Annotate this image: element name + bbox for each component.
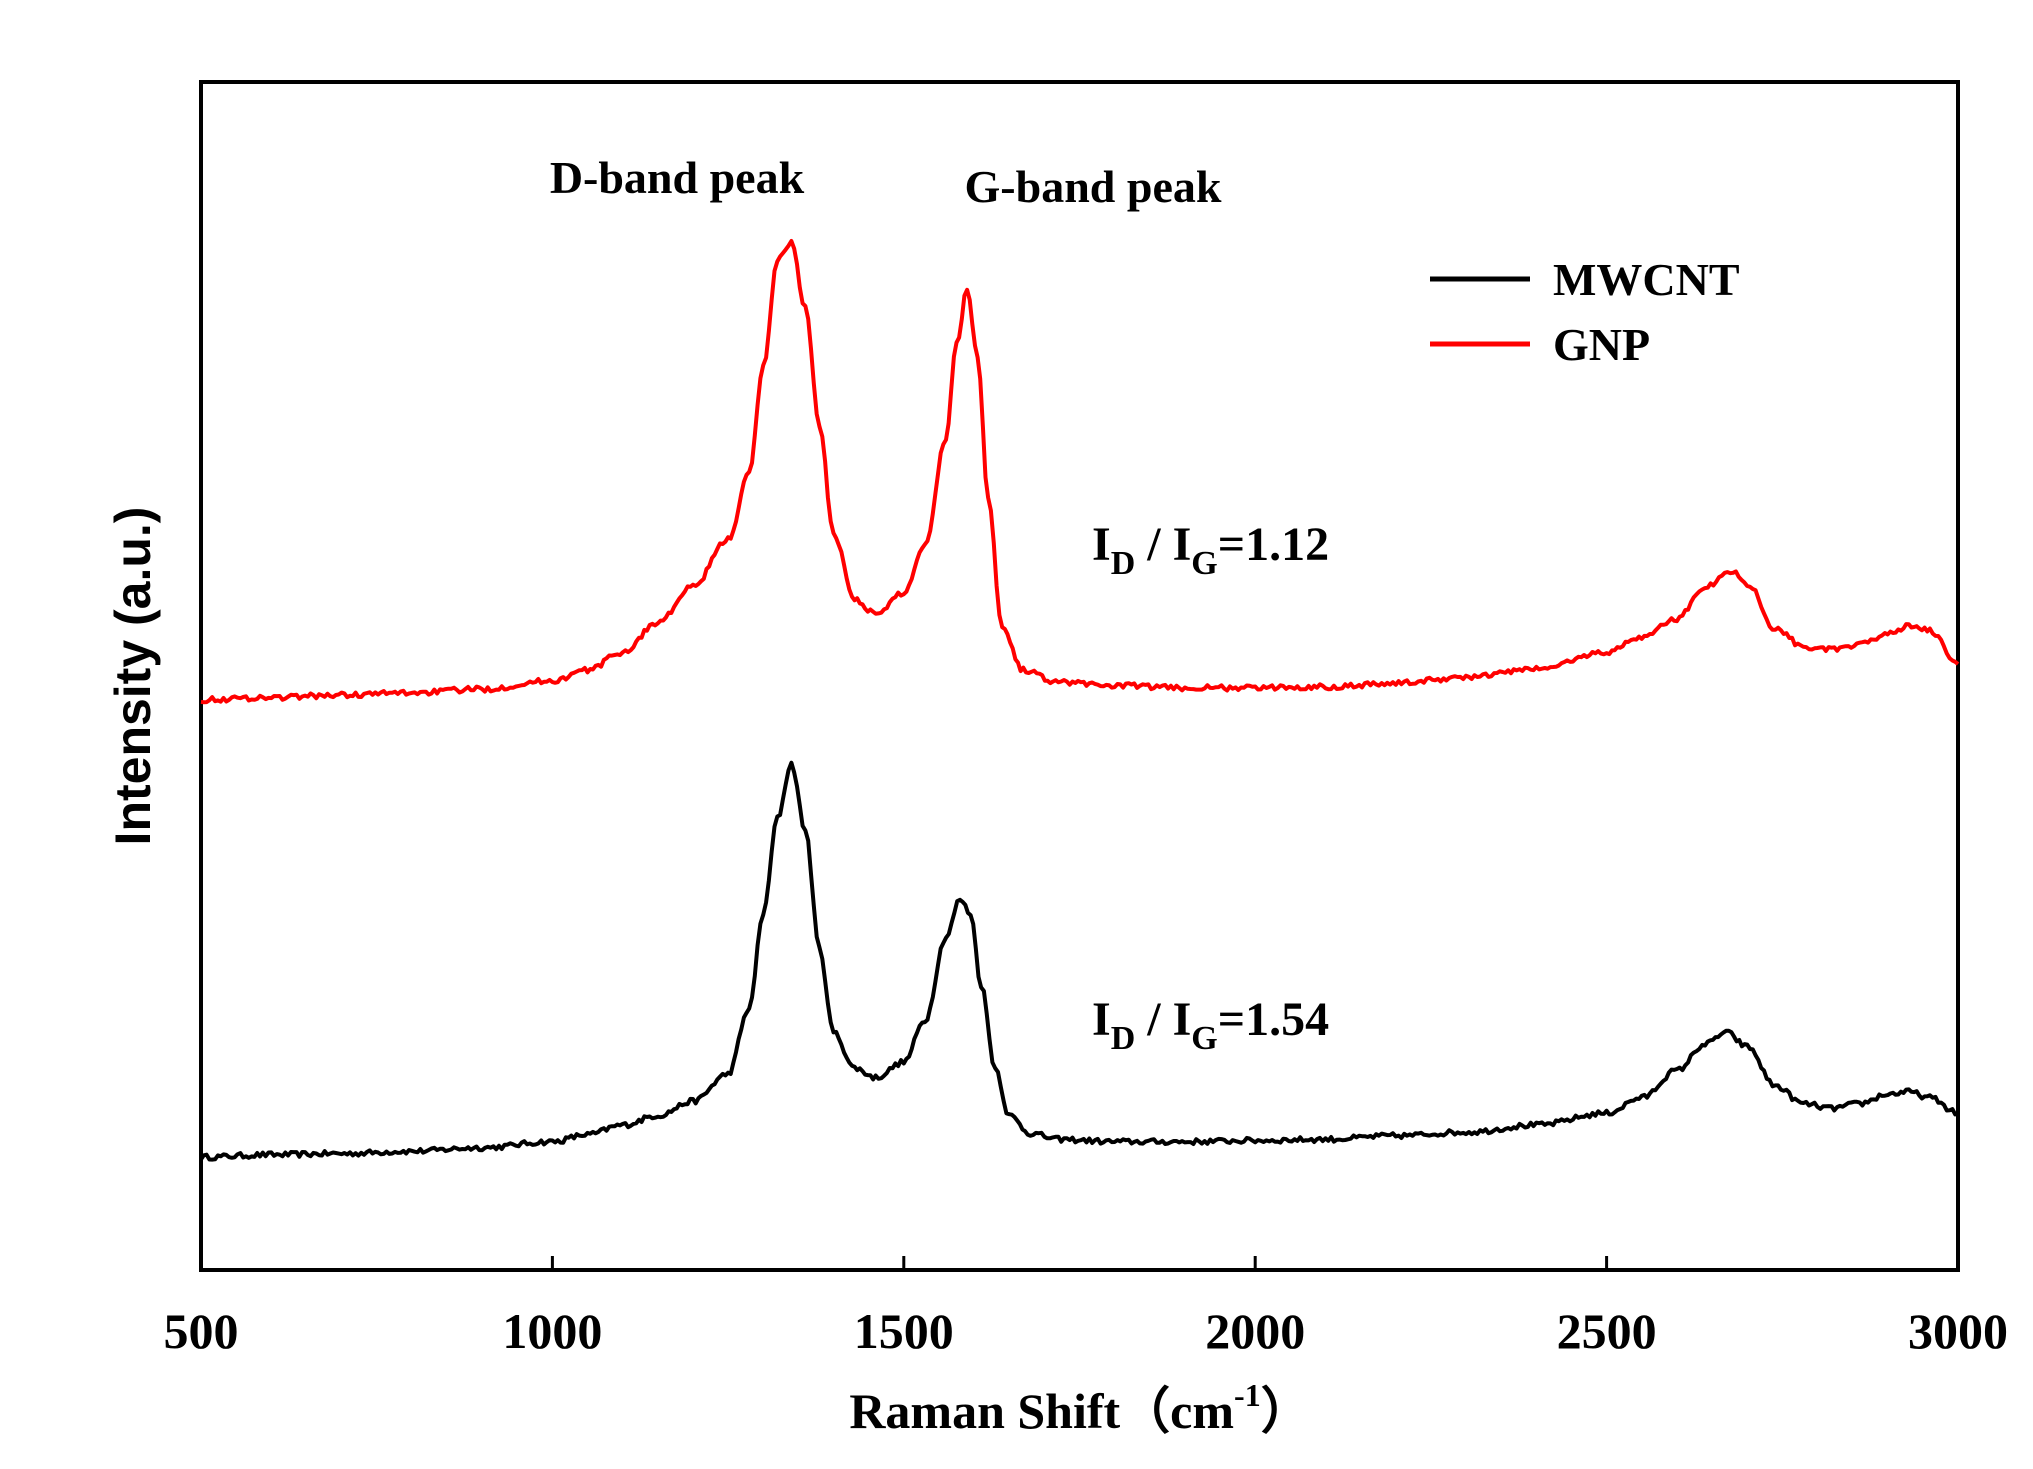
d-band-label: D-band peak <box>550 152 805 203</box>
x-tick-label: 2000 <box>1205 1303 1305 1359</box>
x-axis-title-superscript: -1 <box>1234 1377 1261 1413</box>
x-axis-title: Raman Shift（cm-1） <box>849 1377 1310 1439</box>
mwcnt-ratio-label: ID / IG=1.54 <box>1092 993 1329 1057</box>
x-tick-label: 1500 <box>854 1303 954 1359</box>
series-line-gnp <box>200 239 1960 705</box>
x-axis-title-close: ） <box>1261 1383 1311 1439</box>
x-tick-label: 1000 <box>502 1303 602 1359</box>
y-axis-title: Intensity (a.u.) <box>105 507 161 846</box>
x-tick-label: 2500 <box>1557 1303 1657 1359</box>
g-band-label: G-band peak <box>965 161 1222 212</box>
legend-label-mwcnt: MWCNT <box>1553 254 1740 305</box>
legend: MWCNT GNP <box>1430 254 1740 370</box>
series-line-mwcnt <box>199 760 1959 1162</box>
plot-frame <box>199 80 1960 1272</box>
gnp-ratio-label: ID / IG=1.12 <box>1092 518 1329 582</box>
x-axis-ticks: 500 1000 1500 2000 2500 3000 <box>164 1256 2008 1359</box>
x-tick-label: 500 <box>164 1303 239 1359</box>
x-tick-label: 3000 <box>1908 1303 2008 1359</box>
legend-label-gnp: GNP <box>1553 319 1650 370</box>
series-layer <box>199 239 1960 1162</box>
x-axis-title-main: Raman Shift（cm <box>849 1383 1234 1439</box>
